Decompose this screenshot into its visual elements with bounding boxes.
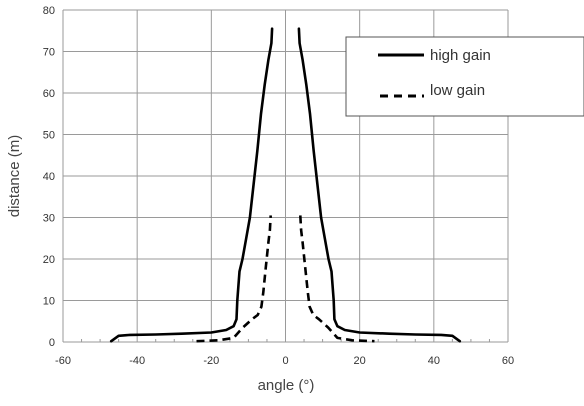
y-axis-label: distance (m) [6,135,23,218]
series-line-low-gain-1 [299,215,375,343]
x-axis-label: angle (°) [258,377,315,394]
y-tick-label: 40 [43,171,55,183]
x-tick-label: 0 [282,355,288,367]
y-tick-label: 70 [43,47,55,59]
series-line-low-gain-0 [196,215,272,343]
series-group [109,27,462,343]
x-tick-label: 60 [502,355,514,367]
y-tick-label: 0 [49,337,55,349]
legend-label-high-gain: high gain [430,47,491,64]
y-tick-label: 50 [43,130,55,142]
y-tick-label: 80 [43,5,55,17]
x-tick-label: -20 [203,355,219,367]
legend-box [345,36,584,117]
series-line-high-gain-0 [109,27,274,343]
x-tick-label: 20 [354,355,366,367]
series-line-high-gain-1 [297,27,462,343]
x-tick-label: -40 [129,355,145,367]
y-tick-label: 30 [43,213,55,225]
y-tick-label: 60 [43,88,55,100]
y-tick-label: 20 [43,254,55,266]
x-tick-label: -60 [55,355,71,367]
legend: high gain low gain [345,36,584,117]
legend-label-low-gain: low gain [430,82,485,99]
y-tick-label: 10 [43,296,55,308]
x-tick-label: 40 [428,355,440,367]
